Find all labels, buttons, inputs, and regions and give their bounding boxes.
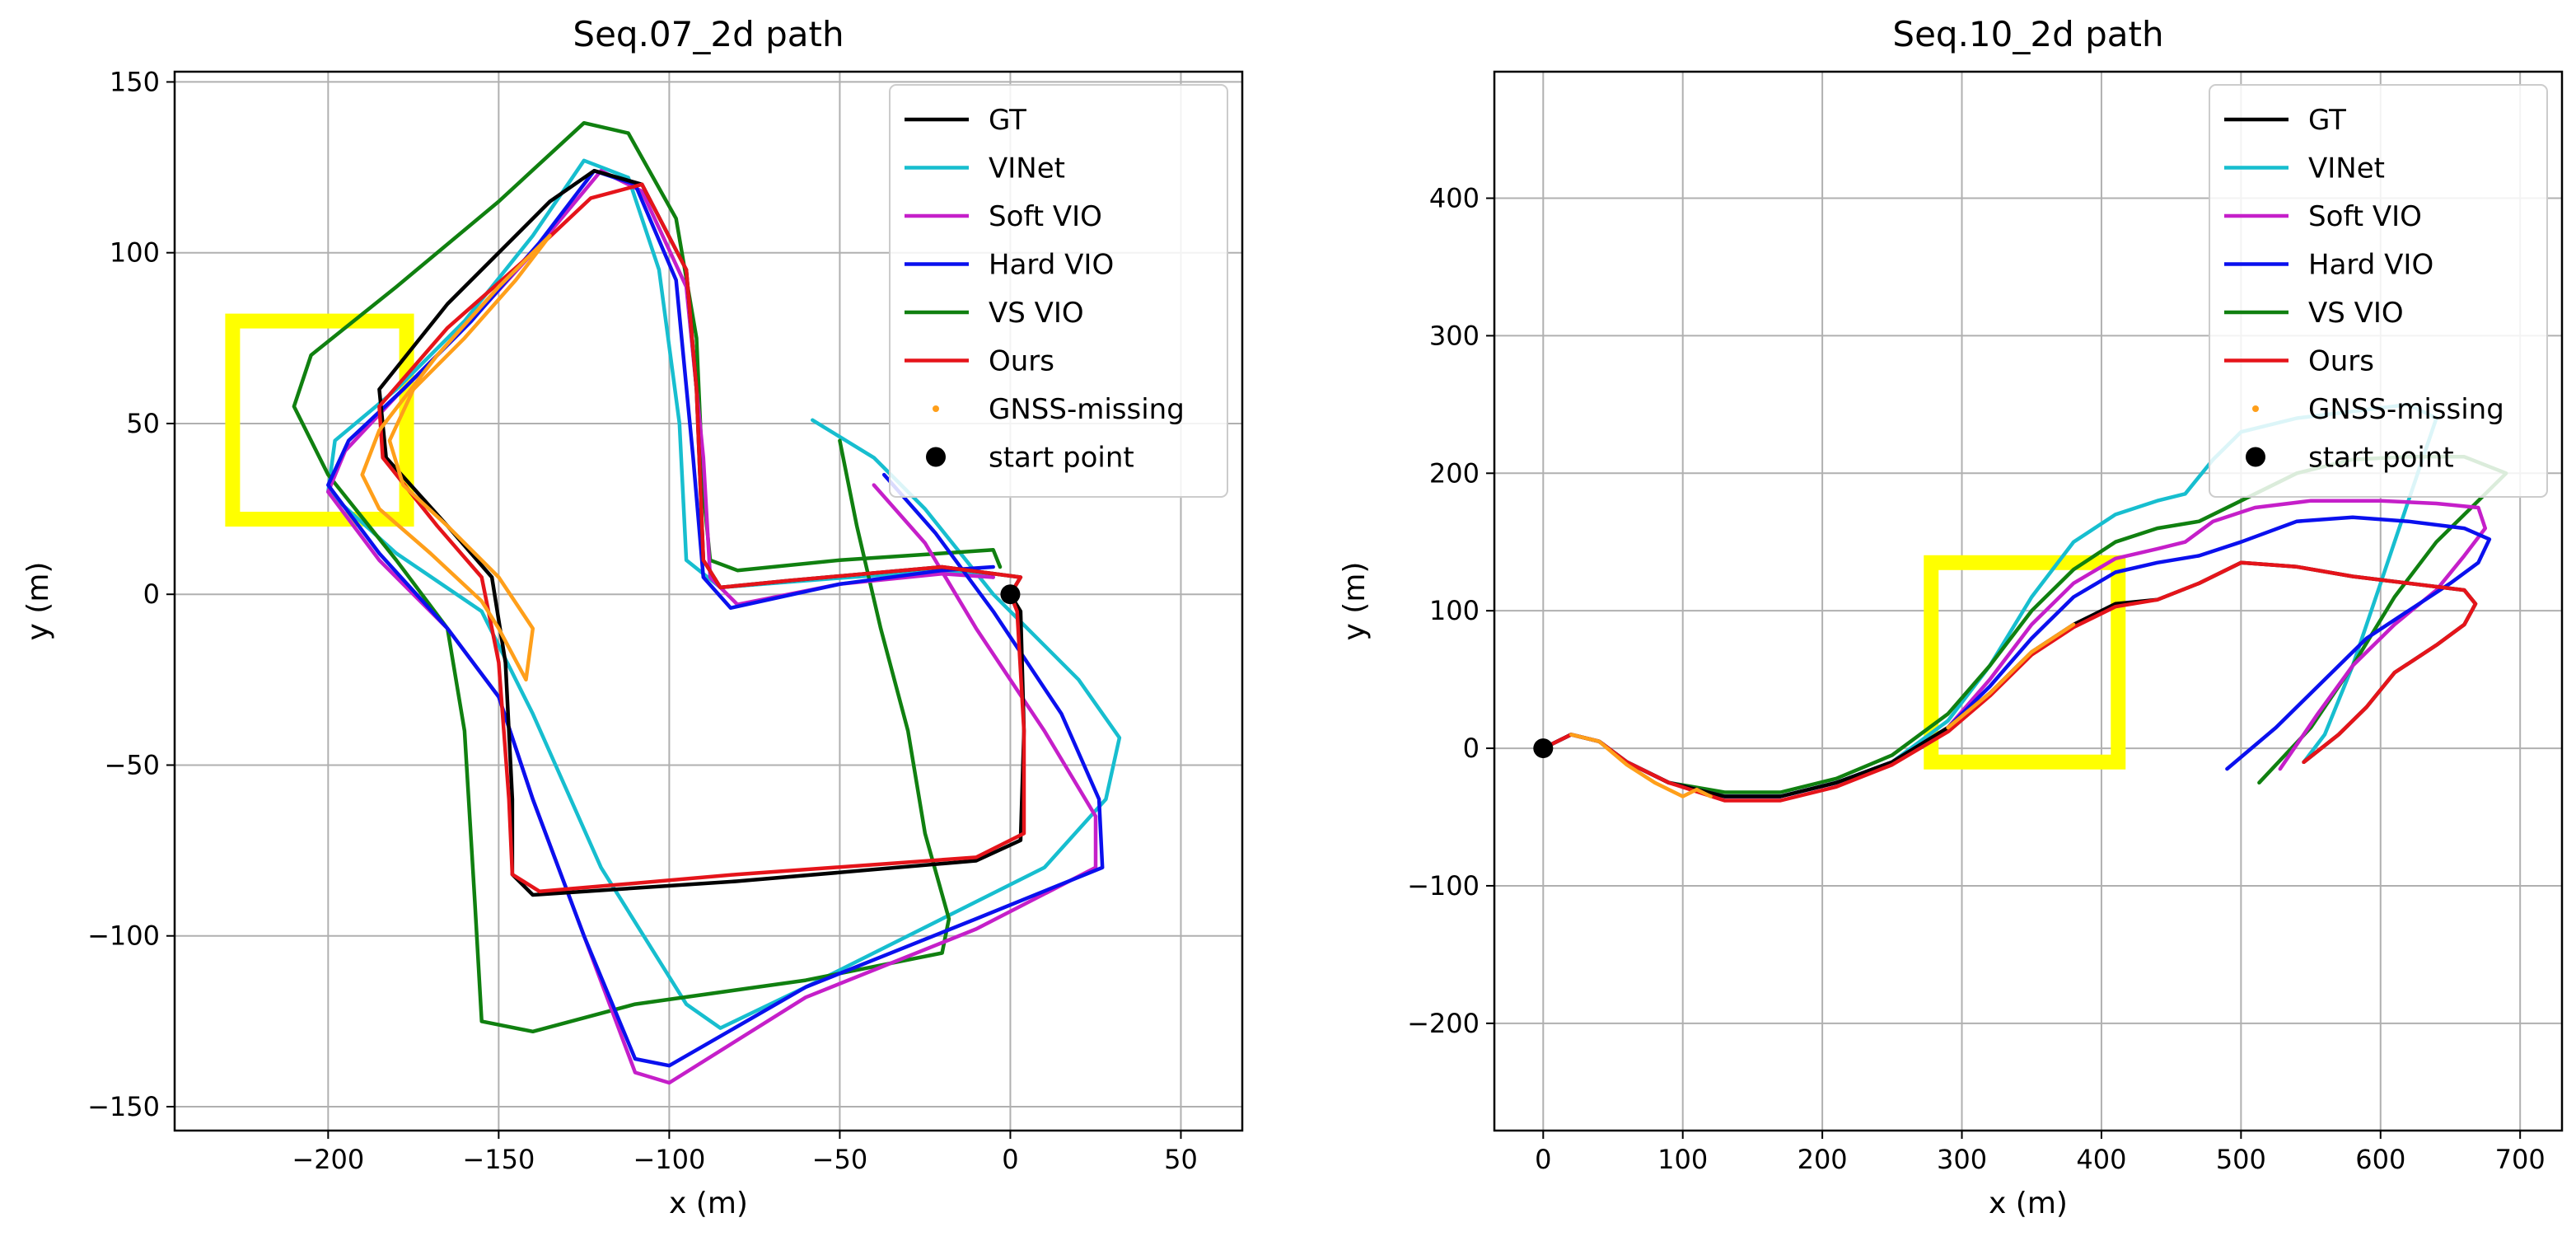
legend-label: GT <box>2308 104 2346 137</box>
legend-label: Soft VIO <box>989 200 1102 233</box>
legend-label: Ours <box>2308 345 2374 378</box>
chart-title: Seq.07_2d path <box>573 14 844 54</box>
axes-frame <box>1493 70 2564 1132</box>
legend: GT VINet Soft VIO Hard VIO VS VIO Ours GNSS-mi… <box>2209 84 2548 498</box>
y-tick-label: 0 <box>143 578 160 610</box>
legend-label: GT <box>989 104 1026 137</box>
legend-label: GNSS-missing <box>989 393 1185 426</box>
y-tick-label: 150 <box>110 66 160 97</box>
axes-frame <box>173 70 1244 1132</box>
x-tick-label: 50 <box>1164 1144 1198 1175</box>
series-gnss-missing <box>1569 733 1713 798</box>
y-tick-label: 100 <box>1429 595 1480 626</box>
legend-label: VS VIO <box>2308 297 2404 330</box>
chart-title: Seq.10_2d path <box>1892 14 2163 54</box>
legend-swatch-gnss-missing <box>2252 405 2259 412</box>
series-line-vinet <box>326 158 1122 1030</box>
legend-label: Ours <box>989 345 1054 378</box>
x-tick-label: 0 <box>1002 1144 1018 1175</box>
x-tick-label: 300 <box>1937 1144 1987 1175</box>
series-line-ours <box>1541 560 2478 803</box>
series-gnss-missing-segment <box>1946 622 2076 730</box>
legend-box <box>889 84 1228 498</box>
y-tick-label: 400 <box>1429 183 1480 214</box>
y-tick-label: −200 <box>1407 1008 1480 1039</box>
subplot-seq07: −200 −150 −100 −50 0 50 −150 −100 −50 0 50 100 150 S… <box>21 14 1244 1220</box>
x-tick-label: 600 <box>2355 1144 2405 1175</box>
x-tick-label: −100 <box>633 1144 705 1175</box>
x-axis-label: x (m) <box>669 1187 748 1220</box>
y-tick-label: −50 <box>104 749 160 780</box>
y-tick-label: 0 <box>1463 733 1480 764</box>
legend-box <box>2209 84 2548 498</box>
legend-label: start point <box>2308 442 2454 475</box>
subplot-seq10: 0 100 200 300 400 500 600 700 −200 −100 0 100 200 300… <box>1338 14 2564 1220</box>
y-tick-label: −100 <box>1407 870 1480 901</box>
series-line-hard-vio <box>326 168 1105 1068</box>
x-tick-label: 200 <box>1798 1144 1848 1175</box>
highlight-box <box>225 313 414 527</box>
y-tick-label: 50 <box>126 408 160 439</box>
legend-label: VINet <box>2308 152 2385 185</box>
series-line-soft-vio <box>1541 499 2488 798</box>
legend-label: VINet <box>989 152 1065 185</box>
legend-label: VS VIO <box>989 297 1084 330</box>
x-tick-label: −50 <box>812 1144 868 1175</box>
y-tick-label: 100 <box>110 237 160 269</box>
y-tick-label: −100 <box>87 920 160 952</box>
start-point-marker <box>1000 584 1021 605</box>
series-line-ours <box>377 182 1026 894</box>
legend-swatch-start-point <box>2246 447 2265 467</box>
y-tick-label: 300 <box>1429 320 1480 351</box>
x-axis-label: x (m) <box>1989 1187 2068 1220</box>
y-tick-label: −150 <box>87 1091 160 1122</box>
x-tick-label: −200 <box>292 1144 364 1175</box>
series-line-vs-vio <box>1541 455 2508 794</box>
y-axis-label: y (m) <box>21 562 55 641</box>
start-point-marker <box>1533 738 1554 759</box>
x-tick-label: 400 <box>2076 1144 2126 1175</box>
legend-label: Soft VIO <box>2308 200 2422 233</box>
legend-label: start point <box>989 442 1134 475</box>
legend: GT VINet Soft VIO Hard VIO VS VIO Ours GNSS-mi… <box>889 84 1228 498</box>
x-tick-label: 0 <box>1535 1144 1551 1175</box>
y-tick-label: 200 <box>1429 457 1480 489</box>
x-tick-label: −150 <box>462 1144 535 1175</box>
legend-swatch-start-point <box>926 447 946 467</box>
legend-swatch-gnss-missing <box>933 405 939 412</box>
series-gnss-missing <box>360 233 552 682</box>
x-tick-label: 500 <box>2216 1144 2266 1175</box>
highlight-box <box>1924 555 2126 770</box>
legend-label: Hard VIO <box>989 249 1114 282</box>
series-line-soft-vio <box>326 168 1098 1085</box>
y-axis-label: y (m) <box>1338 562 1372 641</box>
x-tick-label: 700 <box>2495 1144 2546 1175</box>
legend-label: Hard VIO <box>2308 249 2433 282</box>
x-tick-label: 100 <box>1657 1144 1708 1175</box>
legend-label: GNSS-missing <box>2308 393 2504 426</box>
